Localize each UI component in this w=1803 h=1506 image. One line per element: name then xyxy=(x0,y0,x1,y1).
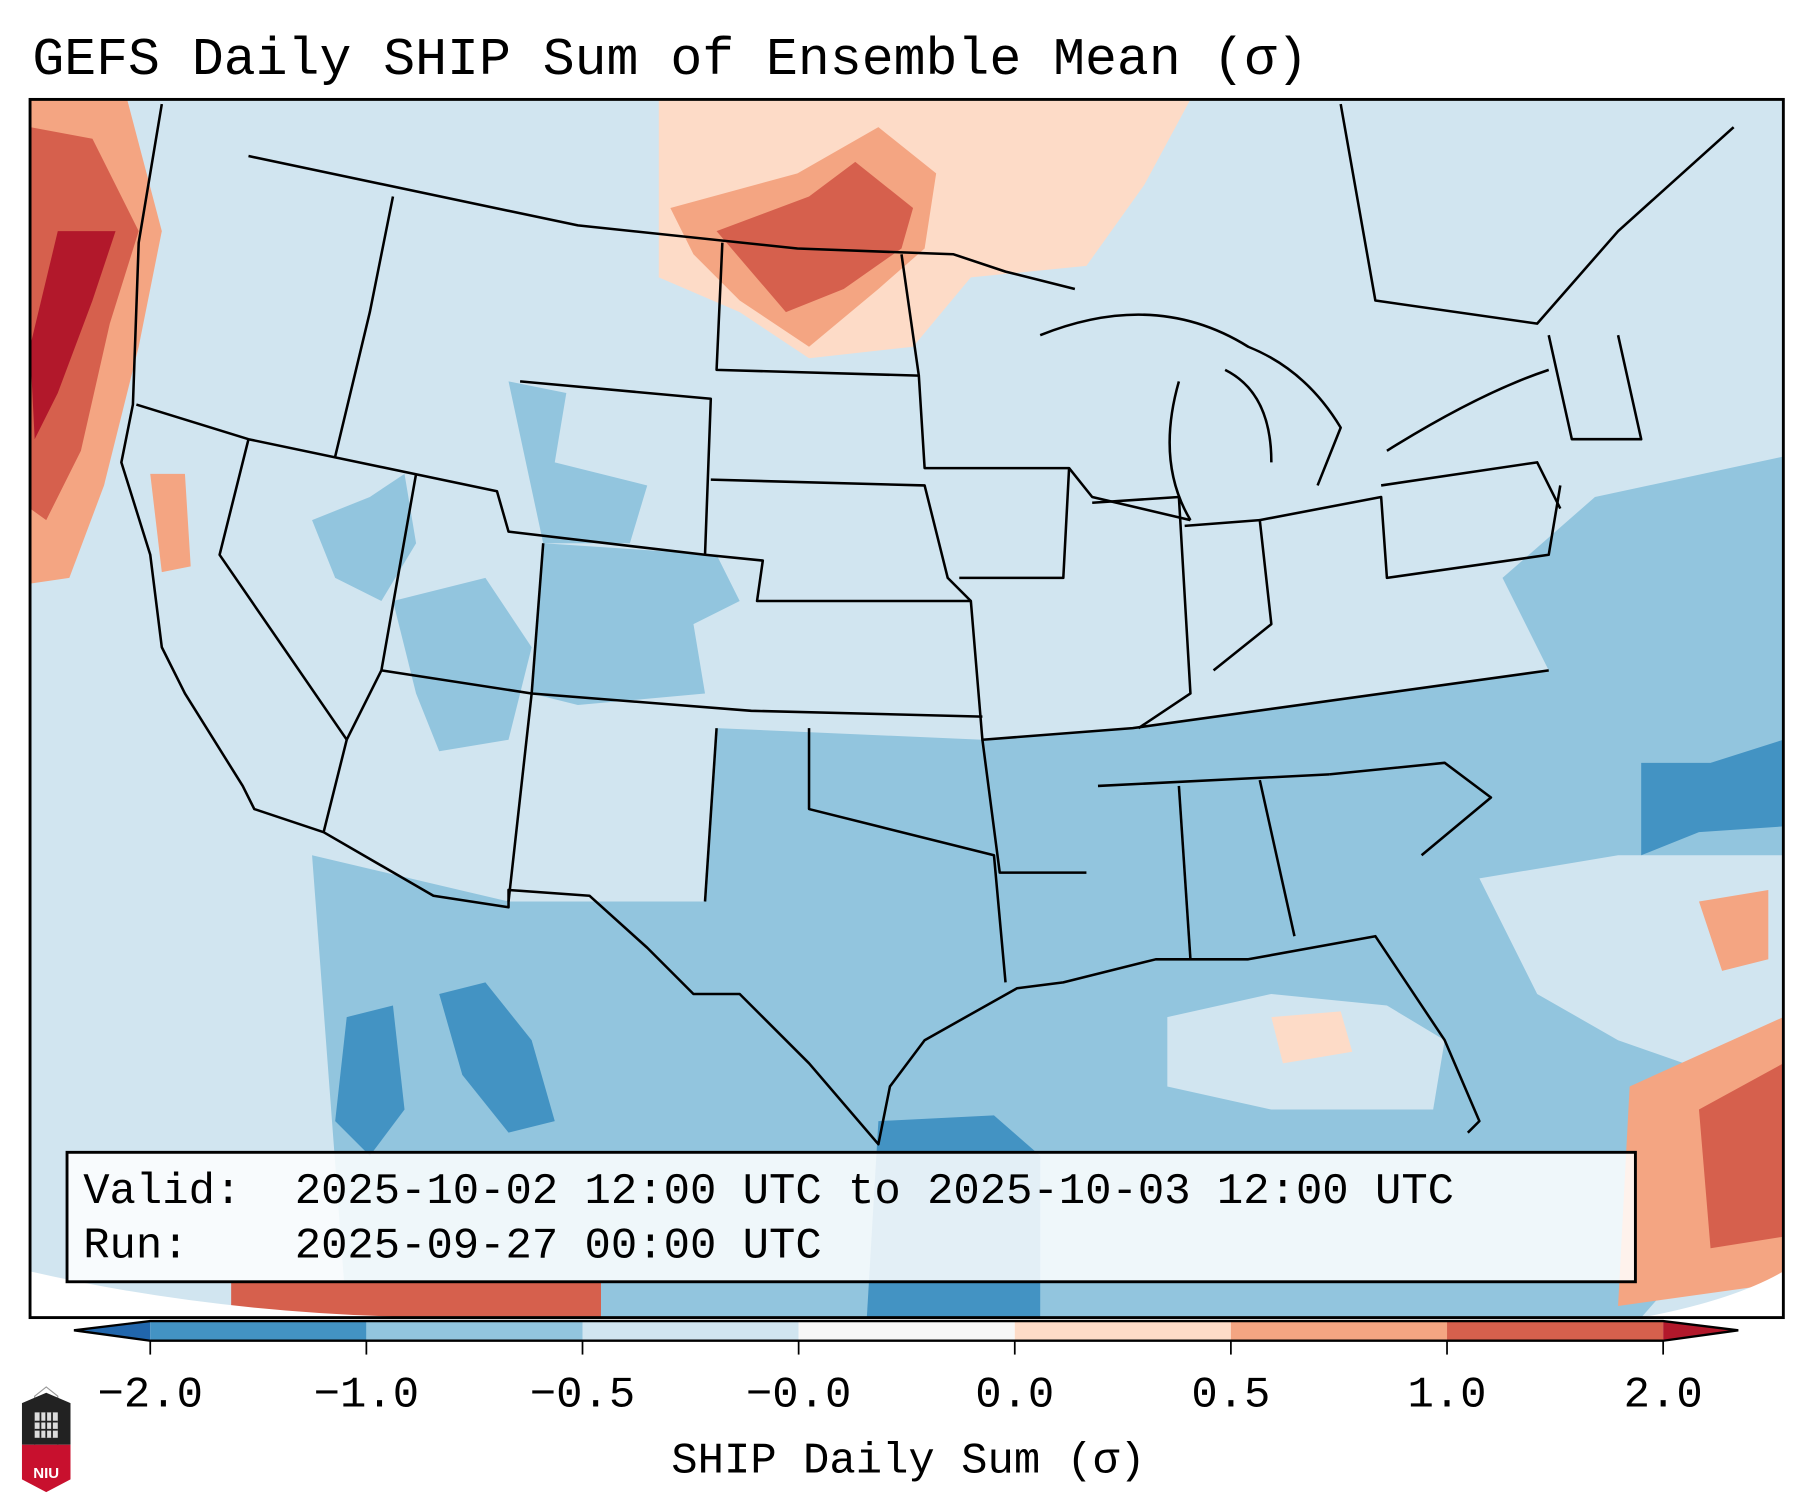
map-edge-mask xyxy=(30,1271,463,1318)
map-panel xyxy=(28,97,1785,1320)
field-gulf-positive xyxy=(1271,1011,1353,1064)
field-pacific-max xyxy=(30,231,116,440)
colorbar-ticks xyxy=(149,1340,1665,1355)
valid-label: Valid: xyxy=(83,1167,241,1217)
field-mexico-strong-negative xyxy=(439,982,555,1133)
niu-logo: NIU xyxy=(21,1386,71,1493)
field-baja-strong-negative xyxy=(335,1005,405,1156)
colorbar-bin xyxy=(582,1321,799,1341)
colorbar-bin xyxy=(798,1321,1015,1341)
field-bottom-positive xyxy=(231,1282,601,1318)
field-basin-negative xyxy=(312,473,417,602)
colorbar-tick-label: −1.0 xyxy=(314,1371,419,1421)
field-plains-strong-positive xyxy=(716,161,914,313)
valid-run-box: Valid: 2025-10-02 12:00 UTC to 2025-10-0… xyxy=(65,1150,1637,1284)
map-title: GEFS Daily SHIP Sum of Ensemble Mean (σ) xyxy=(32,30,1308,90)
colorbar-bin xyxy=(150,1321,367,1341)
colorbar-bin xyxy=(1230,1321,1448,1341)
run-label: Run: xyxy=(83,1221,188,1271)
colorbar-under-extend xyxy=(73,1321,151,1341)
field-atlantic-strong-negative xyxy=(1641,739,1784,856)
run-value: 2025-09-27 00:00 UTC xyxy=(295,1221,822,1271)
field-california-positive xyxy=(150,473,191,573)
colorbar-label: SHIP Daily Sum (σ) xyxy=(671,1436,1145,1486)
colorbar-tick-label: −0.5 xyxy=(530,1371,635,1421)
valid-value: 2025-10-02 12:00 UTC to 2025-10-03 12:00… xyxy=(295,1167,1454,1217)
colorbar-bin xyxy=(366,1321,583,1341)
colorbar-tick-label: 0.0 xyxy=(975,1371,1054,1421)
svg-text:NIU: NIU xyxy=(33,1465,59,1482)
colorbar-bin xyxy=(1014,1321,1231,1341)
map-frame xyxy=(28,97,1785,1320)
colorbar-over-extend xyxy=(1663,1321,1739,1341)
colorbar-tick-label: −2.0 xyxy=(98,1371,203,1421)
colorbar-tick-label: 1.0 xyxy=(1407,1371,1486,1421)
field-southwest-negative xyxy=(392,577,532,752)
field-caribbean-strong-positive xyxy=(1698,1063,1784,1249)
colorbar-tick-label: 2.0 xyxy=(1624,1371,1703,1421)
map-edge-mask-right xyxy=(1641,1271,1784,1318)
colorbar-bin xyxy=(1447,1321,1664,1341)
state-borders xyxy=(120,103,1735,1146)
field-atlantic-positive xyxy=(1698,889,1769,971)
colorbar-tick-label: −0.0 xyxy=(746,1371,851,1421)
colorbar: −2.0 −1.0 −0.5 −0.0 0.0 0.5 1.0 2.0 SHIP… xyxy=(73,1319,1739,1486)
field-pacific-strong-positive xyxy=(30,127,139,521)
colorbar-tick-label: 0.5 xyxy=(1191,1371,1270,1421)
